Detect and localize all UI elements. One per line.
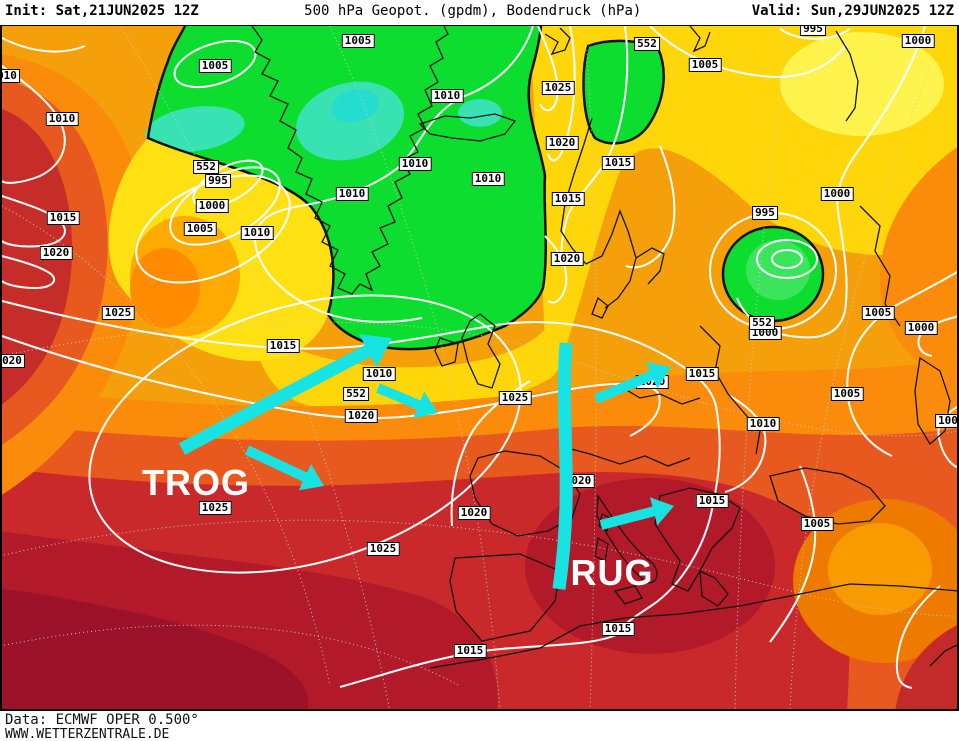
pressure-label: 1025 xyxy=(101,306,135,320)
height-label: 552 xyxy=(749,316,775,330)
pressure-label: 1020 xyxy=(39,246,73,260)
flow-arrow-head xyxy=(298,463,324,491)
geopotential-fill-layers xyxy=(0,26,959,709)
pressure-label: 1005 xyxy=(183,222,217,236)
init-time-label: Init: Sat,21JUN2025 12Z xyxy=(5,3,199,19)
pressure-label: 1020 xyxy=(550,252,584,266)
pressure-label: 1020 xyxy=(344,409,378,423)
pressure-label: 1015 xyxy=(695,494,729,508)
pressure-label: 1015 xyxy=(551,192,585,206)
pressure-label: 1000 xyxy=(904,321,938,335)
pressure-label: 1000 xyxy=(820,187,854,201)
pressure-label: 1025 xyxy=(198,501,232,515)
map-base-layers xyxy=(0,26,959,709)
annotation-overlay xyxy=(178,334,674,590)
pressure-label: 1020 xyxy=(457,506,491,520)
chart-title: 500 hPa Geopot. (gpdm), Bodendruck (hPa) xyxy=(304,3,642,19)
pressure-label: 1025 xyxy=(541,81,575,95)
pressure-label: 1015 xyxy=(601,622,635,636)
ridge-label: RUG xyxy=(570,552,654,593)
pressure-label: 1010 xyxy=(430,89,464,103)
flow-arrow-head xyxy=(413,391,438,419)
height-label: 552 xyxy=(193,160,219,174)
pressure-label: 1010 xyxy=(398,157,432,171)
flow-arrow-head xyxy=(645,361,671,389)
pressure-label: 1010 xyxy=(471,172,505,186)
pressure-label: 1010 xyxy=(240,226,274,240)
height-label: 552 xyxy=(343,387,369,401)
height-label: 552 xyxy=(634,37,660,51)
pressure-label: 1000 xyxy=(195,199,229,213)
map-footer: Data: ECMWF OPER 0.500° WWW.WETTERZENTRA… xyxy=(0,711,959,741)
pressure-label: 100 xyxy=(935,414,959,428)
pressure-label: 1005 xyxy=(800,517,834,531)
pressure-label: 1015 xyxy=(46,211,80,225)
flow-arrow-shaft xyxy=(178,344,373,455)
pressure-label: 1025 xyxy=(366,542,400,556)
pressure-label: 010 xyxy=(0,69,20,83)
flow-arrow-shaft xyxy=(244,445,309,483)
pressure-label: 995 xyxy=(752,206,778,220)
flow-arrow-shaft xyxy=(376,383,423,411)
ridge-axis-line xyxy=(552,342,573,590)
pressure-label: 995 xyxy=(800,26,826,36)
pressure-label: 1010 xyxy=(746,417,780,431)
pressure-label: 1010 xyxy=(45,112,79,126)
pressure-label: 1015 xyxy=(685,367,719,381)
pressure-label: 020 xyxy=(0,354,25,368)
pressure-label: 1005 xyxy=(861,306,895,320)
pressure-label: 1020 xyxy=(545,136,579,150)
pressure-label: 1010 xyxy=(362,367,396,381)
pressure-label: 1005 xyxy=(198,59,232,73)
pressure-label: 1005 xyxy=(688,58,722,72)
pressure-label: 1025 xyxy=(498,391,532,405)
pressure-label: 1010 xyxy=(335,187,369,201)
pressure-label: 1005 xyxy=(830,387,864,401)
pressure-label: 1015 xyxy=(601,156,635,170)
flow-arrow-shaft xyxy=(599,505,657,530)
pressure-label: 1005 xyxy=(341,34,375,48)
flow-arrow-head xyxy=(650,497,674,526)
pressure-label: 1015 xyxy=(266,339,300,353)
website-label: WWW.WETTERZENTRALE.DE xyxy=(5,727,170,741)
valid-time-label: Valid: Sun,29JUN2025 12Z xyxy=(751,3,954,19)
map-header: Init: Sat,21JUN2025 12Z 500 hPa Geopot. … xyxy=(0,0,959,25)
flow-arrow-head xyxy=(359,334,392,368)
data-source-label: Data: ECMWF OPER 0.500° xyxy=(5,712,199,728)
synoptic-map: 010 1010 1015 1020 020 1025 1025 1025 1015 1005 10… xyxy=(0,25,959,711)
pressure-label: 995 xyxy=(205,174,231,188)
pressure-label: 1015 xyxy=(453,644,487,658)
trough-label: TROG xyxy=(142,462,250,503)
pressure-label: 1000 xyxy=(901,34,935,48)
flow-arrow-shaft xyxy=(594,369,656,404)
coastlines xyxy=(251,26,959,669)
graticule xyxy=(0,26,959,709)
